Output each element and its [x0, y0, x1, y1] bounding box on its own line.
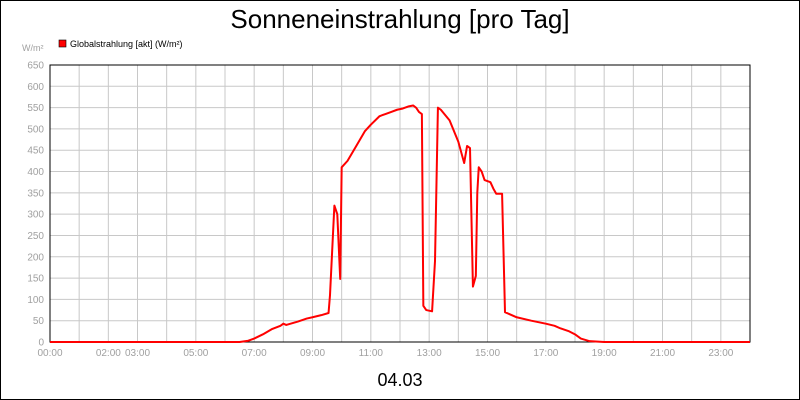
plot-area — [49, 64, 751, 343]
y-tick-label: 200 — [27, 252, 44, 263]
date-label: 04.03 — [377, 370, 422, 390]
x-tick-label: 19:00 — [592, 348, 617, 359]
x-tick-label: 17:00 — [533, 348, 558, 359]
y-tick-label: 100 — [27, 295, 44, 306]
y-unit-label: W/m² — [22, 43, 44, 53]
x-tick-label: 03:00 — [125, 348, 150, 359]
x-tick-label: 21:00 — [650, 348, 675, 359]
legend-swatch — [58, 39, 67, 48]
series-line-0 — [50, 104, 750, 343]
y-tick-label: 400 — [27, 167, 44, 178]
y-tick-label: 500 — [27, 124, 44, 135]
x-axis-ticks: 00:00 02:00 03:00 05:00 07:00 09:00 11:00 13:00… — [37, 348, 733, 359]
y-tick-label: 550 — [27, 103, 44, 114]
y-axis-ticks: 0 50 100 150 200 250 300 350 400 450 500 550 600 650 — [27, 61, 44, 349]
x-tick-label: 23:00 — [708, 348, 733, 359]
x-tick-label: 07:00 — [242, 348, 267, 359]
y-tick-label: 0 — [38, 338, 44, 349]
y-tick-label: 50 — [33, 316, 45, 327]
x-tick-label: 05:00 — [183, 348, 208, 359]
x-tick-label: 09:00 — [300, 348, 325, 359]
series-layer — [50, 104, 750, 343]
y-tick-label: 350 — [27, 188, 44, 199]
y-tick-label: 450 — [27, 146, 44, 157]
grid — [50, 65, 750, 342]
x-tick-label: 11:00 — [359, 348, 384, 359]
x-tick-label: 15:00 — [475, 348, 500, 359]
legend: Globalstrahlung [akt] (W/m²) — [58, 39, 183, 49]
legend-label: Globalstrahlung [akt] (W/m²) — [70, 39, 183, 49]
y-tick-label: 600 — [27, 82, 44, 93]
chart-title: Sonneneinstrahlung [pro Tag] — [230, 4, 569, 34]
x-tick-label: 13:00 — [417, 348, 442, 359]
x-tick-label: 02:00 — [96, 348, 121, 359]
y-tick-label: 150 — [27, 274, 44, 285]
y-tick-label: 250 — [27, 231, 44, 242]
y-tick-label: 300 — [27, 210, 44, 221]
y-tick-label: 650 — [27, 61, 44, 72]
x-tick-label: 00:00 — [37, 348, 62, 359]
